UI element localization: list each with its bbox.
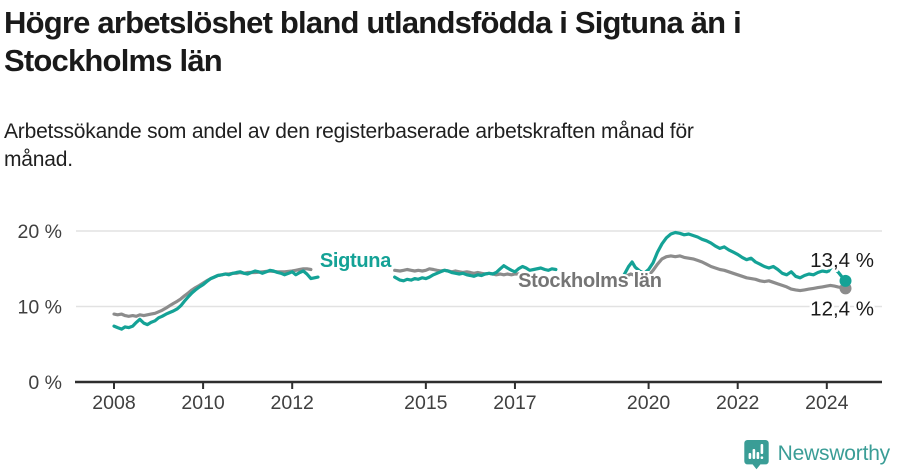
x-tick-label: 2022 <box>716 392 759 414</box>
series-line-sigtuna <box>112 268 320 331</box>
series-line-stockholms-lan <box>393 267 522 277</box>
x-tick-label: 2024 <box>805 392 849 414</box>
newsworthy-bubble-chart-icon <box>743 439 769 469</box>
y-tick-label: 20 % <box>18 221 62 243</box>
series-line-stockholms-lan <box>112 267 313 318</box>
end-dot-sigtuna <box>839 274 852 287</box>
newsworthy-logo: Newsworthy <box>743 438 890 470</box>
x-tick-label: 2015 <box>404 392 448 414</box>
chart-subtitle-line1: Arbetssökande som andel av den registerb… <box>4 120 694 143</box>
x-tick-label: 2010 <box>181 392 225 414</box>
page-title-line1: Högre arbetslöshet bland utlandsfödda i … <box>4 5 742 40</box>
end-value-label-stockholms-lan: 12,4 % <box>810 297 874 320</box>
series-line-sigtuna <box>622 230 848 283</box>
x-tick-label: 2012 <box>271 392 314 414</box>
x-tick-label: 2020 <box>627 392 671 414</box>
newsworthy-wordmark: Newsworthy <box>777 442 891 465</box>
chart-subtitle: Arbetssökande som andel av den registerb… <box>4 118 864 174</box>
y-tick-label: 10 % <box>18 297 62 319</box>
chart-header: Högre arbetslöshet bland utlandsfödda i … <box>4 4 896 80</box>
series-label-sigtuna: Sigtuna <box>320 250 392 272</box>
end-value-label-sigtuna: 13,4 % <box>810 249 874 272</box>
series-label-stockholms-lan: Stockholms län <box>518 270 662 292</box>
series-line-sigtuna <box>393 264 558 283</box>
series-line-stockholms-lan <box>622 254 848 293</box>
x-tick-label: 2017 <box>493 392 536 414</box>
y-tick-label: 0 % <box>28 372 62 394</box>
x-tick-label: 2008 <box>92 392 135 414</box>
page-title-line2: Stockholms län <box>4 43 223 78</box>
chart-subtitle-line2: månad. <box>4 148 73 171</box>
